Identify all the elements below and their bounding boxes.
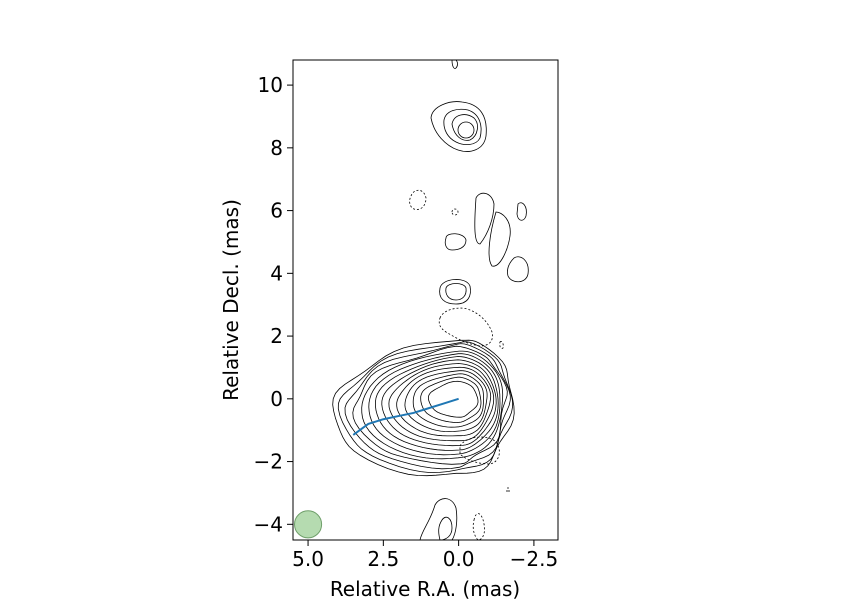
contour-blob xyxy=(507,256,529,283)
core-contour-level xyxy=(388,363,495,442)
contour-blob xyxy=(439,279,471,305)
core-contour-level xyxy=(375,356,499,451)
core-contour-level xyxy=(396,366,492,437)
negative-contour xyxy=(472,513,485,540)
beam-ellipse xyxy=(294,510,323,539)
negative-contour xyxy=(451,208,459,216)
contour-blob xyxy=(444,233,467,251)
core-contour-level xyxy=(368,353,501,456)
y-axis-ticks: −4 −2 0 2 4 6 8 10 xyxy=(254,73,293,536)
negative-contour xyxy=(459,436,500,465)
x-axis-label: Relative R.A. (mas) xyxy=(330,577,520,600)
jet-ridge-line xyxy=(352,397,459,436)
y-tick-label: 2 xyxy=(270,324,283,348)
contour-blob xyxy=(451,60,458,69)
contour-blob xyxy=(474,192,495,245)
y-tick-label: 8 xyxy=(270,136,283,160)
negative-contour xyxy=(499,341,504,349)
contour-blob xyxy=(516,202,527,221)
contour-blob xyxy=(438,516,453,540)
negative-contour xyxy=(438,307,493,347)
negative-contour xyxy=(409,189,427,210)
contour-blob xyxy=(419,498,458,540)
core-contours xyxy=(332,339,515,477)
core-contour-level xyxy=(381,359,497,447)
core-contour-level xyxy=(404,370,488,433)
core-contour-level xyxy=(427,380,479,418)
negative-contour xyxy=(506,487,510,493)
y-tick-label: 6 xyxy=(270,199,283,223)
y-tick-label: −4 xyxy=(254,512,283,536)
y-tick-label: 10 xyxy=(258,73,283,97)
north-blob-contours xyxy=(430,101,487,152)
core-contour-level xyxy=(337,341,514,474)
contour-blob xyxy=(445,283,467,301)
y-tick-label: 0 xyxy=(270,387,283,411)
x-tick-label: 2.5 xyxy=(367,547,399,571)
core-contour-level xyxy=(412,373,484,428)
core-contour-level xyxy=(361,350,504,460)
x-tick-label: −2.5 xyxy=(510,547,559,571)
y-tick-label: −2 xyxy=(254,450,283,474)
x-tick-label: 0.0 xyxy=(443,547,475,571)
contour-blob xyxy=(488,211,511,267)
x-axis-ticks: 5.0 2.5 0.0 −2.5 xyxy=(292,540,558,571)
x-tick-label: 5.0 xyxy=(292,547,324,571)
y-tick-label: 4 xyxy=(270,261,283,285)
plot-frame xyxy=(292,59,559,541)
core-contour-level xyxy=(344,343,511,470)
core-contour-level xyxy=(352,345,508,465)
plot-content xyxy=(294,60,529,540)
y-axis-label: Relative Decl. (mas) xyxy=(219,199,243,401)
core-contour-level xyxy=(420,376,482,423)
